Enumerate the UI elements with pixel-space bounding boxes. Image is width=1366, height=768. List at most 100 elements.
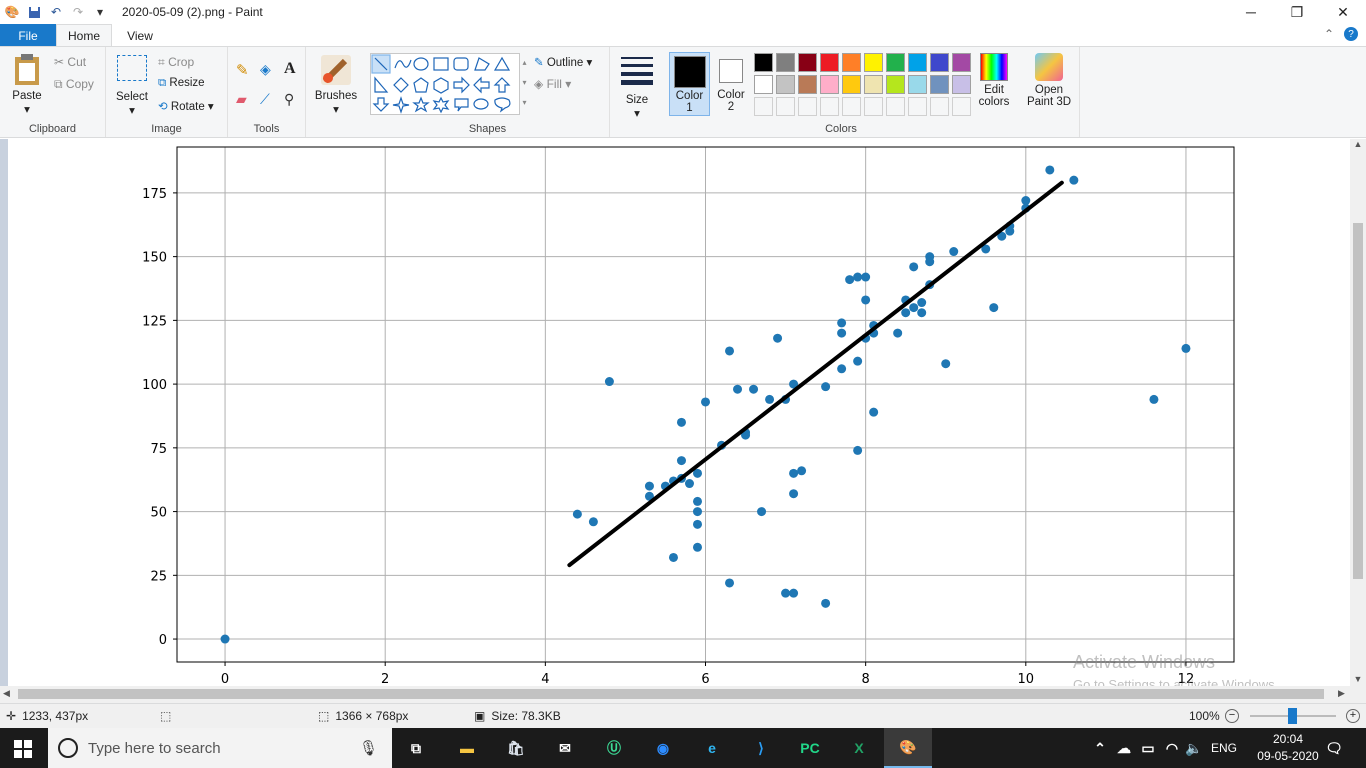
shapes-gallery[interactable] [370, 53, 520, 115]
palette-swatch[interactable] [776, 75, 795, 94]
select-button[interactable]: Select ▾ [114, 55, 150, 117]
palette-swatch[interactable] [754, 75, 773, 94]
upwork-icon[interactable]: Ⓤ [607, 740, 621, 756]
maximize-button[interactable]: ❐ [1290, 3, 1304, 20]
help-icon[interactable]: ? [1344, 27, 1358, 41]
palette-swatch[interactable] [754, 53, 773, 72]
zoom-out-button[interactable]: − [1225, 709, 1239, 723]
custom-color-slot[interactable] [776, 97, 795, 116]
zoom-slider-thumb[interactable] [1288, 708, 1297, 724]
palette-swatch[interactable] [842, 53, 861, 72]
vertical-scroll-thumb[interactable] [1353, 223, 1363, 579]
vscode-icon[interactable]: ⟩ [758, 739, 764, 756]
palette-swatch[interactable] [776, 53, 795, 72]
mail-icon[interactable]: ✉ [559, 739, 571, 756]
custom-color-slot[interactable] [908, 97, 927, 116]
cut-button[interactable]: ✂ Cut [54, 55, 87, 69]
open-paint3d-button[interactable]: Open Paint 3D [1022, 53, 1076, 108]
horizontal-scrollbar[interactable]: ◀ ▶ [0, 686, 1366, 703]
edit-colors-button[interactable]: Edit colors [974, 53, 1014, 108]
paint-taskbar-icon[interactable]: 🎨 [884, 728, 932, 768]
notifications-icon[interactable]: 🗨 [1325, 739, 1343, 756]
horizontal-scroll-thumb[interactable] [18, 689, 1324, 699]
save-icon[interactable] [26, 4, 42, 20]
custom-color-slot[interactable] [886, 97, 905, 116]
copy-button[interactable]: ⧉ Copy [54, 77, 94, 91]
file-explorer-icon[interactable]: ▬ [460, 740, 474, 756]
color-picker-icon[interactable]: ⟋ [260, 91, 270, 107]
canvas[interactable]: 0 2 4 6 8 10 12 0 25 50 75 100 125 150 175 [8, 139, 1350, 686]
paint-app-icon[interactable]: 🎨 [4, 5, 20, 19]
palette-swatch[interactable] [908, 75, 927, 94]
custom-color-slot[interactable] [930, 97, 949, 116]
undo-icon[interactable]: ↶ [50, 5, 62, 19]
custom-color-slot[interactable] [952, 97, 971, 116]
scroll-right-icon[interactable]: ▶ [1338, 688, 1345, 698]
start-button[interactable] [14, 740, 32, 761]
onedrive-icon[interactable]: ☁ [1117, 739, 1131, 756]
palette-swatch[interactable] [930, 53, 949, 72]
excel-icon[interactable]: X [854, 740, 864, 756]
battery-icon[interactable]: ▭ [1141, 739, 1155, 756]
custom-color-slot[interactable] [798, 97, 817, 116]
palette-swatch[interactable] [864, 75, 883, 94]
pycharm-icon[interactable]: PC [800, 740, 820, 756]
custom-color-slot[interactable] [864, 97, 883, 116]
vertical-scrollbar[interactable]: ▲ ▼ [1350, 139, 1366, 686]
zoom-in-button[interactable]: + [1346, 709, 1360, 723]
palette-swatch[interactable] [886, 53, 905, 72]
volume-icon[interactable]: 🔈 [1185, 739, 1203, 756]
taskbar-search[interactable]: Type here to search 🎙 [48, 728, 392, 768]
microphone-icon[interactable]: 🎙 [358, 740, 378, 757]
task-view-icon[interactable]: ⧉ [411, 739, 421, 756]
palette-swatch[interactable] [952, 53, 971, 72]
palette-swatch[interactable] [820, 53, 839, 72]
store-icon[interactable]: 🛍 [507, 739, 525, 756]
show-hidden-icons-icon[interactable]: ⌃ [1094, 739, 1106, 756]
tab-home[interactable]: Home [56, 24, 112, 47]
custom-color-slot[interactable] [754, 97, 773, 116]
shapes-scroll[interactable]: ▴ ▾ ▾ [522, 58, 527, 107]
custom-color-slot[interactable] [842, 97, 861, 116]
magnifier-icon[interactable]: ⚲ [284, 91, 295, 107]
palette-swatch[interactable] [930, 75, 949, 94]
brushes-button[interactable]: Brushes ▾ [312, 53, 360, 116]
color1-button[interactable]: Color 1 [669, 52, 710, 116]
palette-swatch[interactable] [798, 75, 817, 94]
scroll-down-icon[interactable]: ▼ [1353, 674, 1363, 684]
clock[interactable]: 20:04 09-05-2020 [1252, 731, 1324, 765]
collapse-ribbon-icon[interactable]: ⌃ [1323, 27, 1334, 41]
palette-swatch[interactable] [842, 75, 861, 94]
edge-icon[interactable]: e [708, 740, 716, 756]
tab-view[interactable]: View [127, 28, 153, 43]
palette-swatch[interactable] [798, 53, 817, 72]
eraser-icon[interactable]: ▰ [236, 91, 247, 107]
fill-button[interactable]: ◈ Fill ▾ [534, 77, 572, 91]
text-icon[interactable]: A [284, 60, 296, 77]
tab-file[interactable]: File [0, 24, 56, 47]
palette-swatch[interactable] [952, 75, 971, 94]
size-button[interactable]: Size ▾ [618, 55, 656, 120]
palette-swatch[interactable] [820, 75, 839, 94]
redo-icon[interactable]: ↷ [72, 5, 84, 19]
wifi-icon[interactable]: ◠ [1165, 739, 1179, 756]
palette-swatch[interactable] [864, 53, 883, 72]
minimize-button[interactable]: ─ [1246, 4, 1256, 20]
fill-bucket-icon[interactable]: ◈ [260, 61, 271, 77]
scroll-left-icon[interactable]: ◀ [3, 688, 10, 698]
pencil-icon[interactable]: ✎ [236, 62, 249, 79]
zoom-app-icon[interactable]: ◉ [656, 739, 670, 756]
palette-swatch[interactable] [908, 53, 927, 72]
outline-button[interactable]: ✎ Outline ▾ [534, 57, 593, 69]
resize-button[interactable]: ⧉ Resize [158, 77, 205, 89]
crop-button[interactable]: ⌗ Crop [158, 55, 195, 69]
rotate-button[interactable]: ⟲ Rotate ▾ [158, 101, 214, 113]
palette-swatch[interactable] [886, 75, 905, 94]
language-indicator[interactable]: ENG [1211, 741, 1238, 755]
customize-quick-access-icon[interactable]: ▾ [96, 5, 104, 19]
color2-button[interactable]: Color 2 [712, 52, 750, 116]
paste-button[interactable]: Paste ▾ [8, 53, 46, 116]
close-button[interactable]: ✕ [1337, 3, 1349, 20]
custom-color-slot[interactable] [820, 97, 839, 116]
scroll-up-icon[interactable]: ▲ [1353, 139, 1363, 149]
